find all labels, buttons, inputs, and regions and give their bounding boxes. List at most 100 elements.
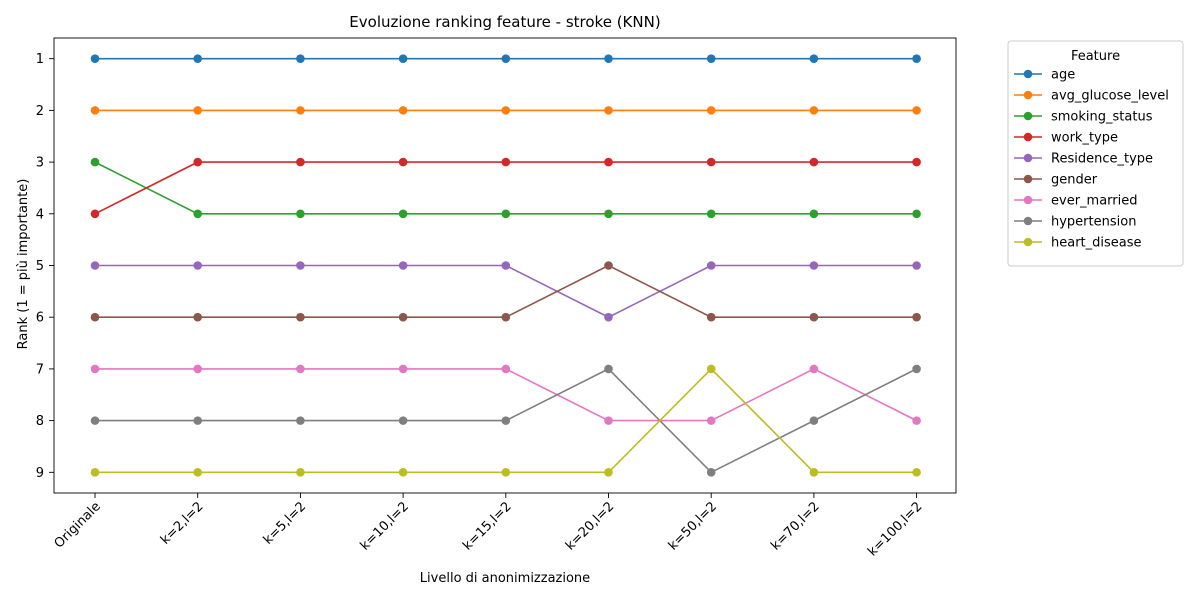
legend-label-gender: gender — [1051, 173, 1098, 188]
legend-marker-heart_disease — [1023, 237, 1033, 247]
series-point-gender — [501, 312, 511, 322]
series-point-age — [193, 54, 202, 63]
legend-label-ever_married: ever_married — [1051, 194, 1138, 209]
series-line-work_type — [94, 161, 917, 215]
series-point-hypertension — [90, 416, 100, 425]
series-point-ever_married — [706, 416, 716, 425]
series-point-heart_disease — [501, 468, 511, 477]
y-tick-label: 3 — [36, 156, 44, 171]
series-point-age — [706, 54, 716, 63]
series-line-smoking_status — [94, 161, 917, 215]
series-point-gender — [90, 312, 100, 322]
legend-label-age: age — [1051, 68, 1075, 83]
series-point-age — [912, 54, 921, 63]
series-point-work_type — [296, 157, 305, 167]
x-tick-label: k=50,l=2 — [666, 499, 720, 553]
series-point-heart_disease — [604, 468, 613, 477]
series-point-gender — [193, 312, 202, 322]
series-point-hypertension — [193, 416, 202, 425]
legend-label-hypertension: hypertension — [1051, 215, 1136, 230]
x-tick-label: k=20,l=2 — [563, 499, 617, 553]
series-point-ever_married — [193, 364, 202, 374]
x-axis-label: Livello di anonimizzazione — [420, 571, 590, 586]
x-tick-label: Originale — [52, 499, 104, 551]
series-point-gender — [604, 261, 613, 270]
series-point-gender — [706, 312, 716, 322]
series-point-Residence_type — [809, 261, 819, 270]
series-point-hypertension — [604, 364, 613, 374]
series-point-hypertension — [706, 468, 716, 477]
series-point-Residence_type — [501, 261, 511, 270]
series-point-heart_disease — [912, 468, 921, 477]
series-point-avg_glucose_level — [706, 106, 716, 115]
legend-marker-avg_glucose_level — [1023, 90, 1033, 100]
series-point-smoking_status — [296, 209, 305, 219]
series-point-Residence_type — [193, 261, 202, 270]
legend-marker-smoking_status — [1023, 111, 1033, 121]
series-point-work_type — [90, 209, 100, 219]
chart-title: Evoluzione ranking feature - stroke (KNN… — [349, 13, 660, 31]
series-point-work_type — [604, 157, 613, 167]
series-point-Residence_type — [912, 261, 921, 270]
series-point-avg_glucose_level — [90, 106, 100, 115]
x-tick-label: k=2,l=2 — [158, 499, 207, 548]
series-point-work_type — [398, 157, 408, 167]
series-point-work_type — [501, 157, 511, 167]
series-point-smoking_status — [809, 209, 819, 219]
series-point-age — [398, 54, 408, 63]
x-tick-label: k=5,l=2 — [261, 499, 310, 548]
series-point-smoking_status — [501, 209, 511, 219]
y-tick-label: 6 — [36, 311, 44, 326]
series-point-hypertension — [296, 416, 305, 425]
x-tick-label: k=100,l=2 — [865, 499, 925, 559]
series-point-Residence_type — [706, 261, 716, 270]
legend-label-Residence_type: Residence_type — [1051, 152, 1153, 167]
y-tick-label: 2 — [36, 104, 44, 119]
series-point-Residence_type — [90, 261, 100, 270]
series-point-Residence_type — [398, 261, 408, 270]
series-line-gender — [95, 264, 917, 319]
series-point-gender — [809, 312, 819, 322]
legend-marker-ever_married — [1023, 195, 1033, 205]
series-point-smoking_status — [193, 209, 202, 219]
series-point-avg_glucose_level — [296, 106, 305, 115]
series-point-Residence_type — [604, 312, 613, 322]
legend-label-heart_disease: heart_disease — [1051, 236, 1142, 251]
series-point-heart_disease — [809, 468, 819, 477]
series-point-age — [90, 54, 100, 63]
series-point-work_type — [193, 157, 202, 167]
plot-area: 1 2 3 4 5 6 7 8 9 Originale k=2,l=2 k=5,l=2 k=10,l=2… — [36, 37, 957, 559]
series-point-ever_married — [90, 364, 100, 374]
series-point-hypertension — [809, 416, 819, 425]
series-point-avg_glucose_level — [912, 106, 921, 115]
y-tick-label: 8 — [36, 414, 44, 429]
series-point-avg_glucose_level — [809, 106, 819, 115]
legend-marker-work_type — [1023, 132, 1033, 142]
legend-marker-gender — [1023, 174, 1033, 184]
series-point-avg_glucose_level — [604, 106, 613, 115]
y-axis-label: Rank (1 = più importante) — [16, 179, 31, 350]
series-point-heart_disease — [90, 468, 100, 477]
legend-label-work_type: work_type — [1051, 131, 1118, 146]
series-point-work_type — [706, 157, 716, 167]
legend-marker-age — [1023, 69, 1033, 79]
series-point-avg_glucose_level — [193, 106, 202, 115]
series-point-heart_disease — [296, 468, 305, 477]
series-point-ever_married — [501, 364, 511, 374]
y-tick-label: 1 — [36, 52, 44, 67]
series-point-hypertension — [912, 364, 921, 374]
series-point-avg_glucose_level — [398, 106, 408, 115]
series-point-ever_married — [296, 364, 305, 374]
series-point-heart_disease — [706, 364, 716, 374]
legend-box — [1007, 40, 1184, 267]
x-tick-label: k=70,l=2 — [768, 499, 822, 553]
series-point-work_type — [912, 157, 921, 167]
legend-label-avg_glucose_level: avg_glucose_level — [1051, 89, 1169, 104]
series-point-gender — [296, 312, 305, 322]
series-point-ever_married — [398, 364, 408, 374]
series-point-ever_married — [912, 416, 921, 425]
series-point-smoking_status — [604, 209, 613, 219]
series-point-smoking_status — [912, 209, 921, 219]
series-point-heart_disease — [193, 468, 202, 477]
